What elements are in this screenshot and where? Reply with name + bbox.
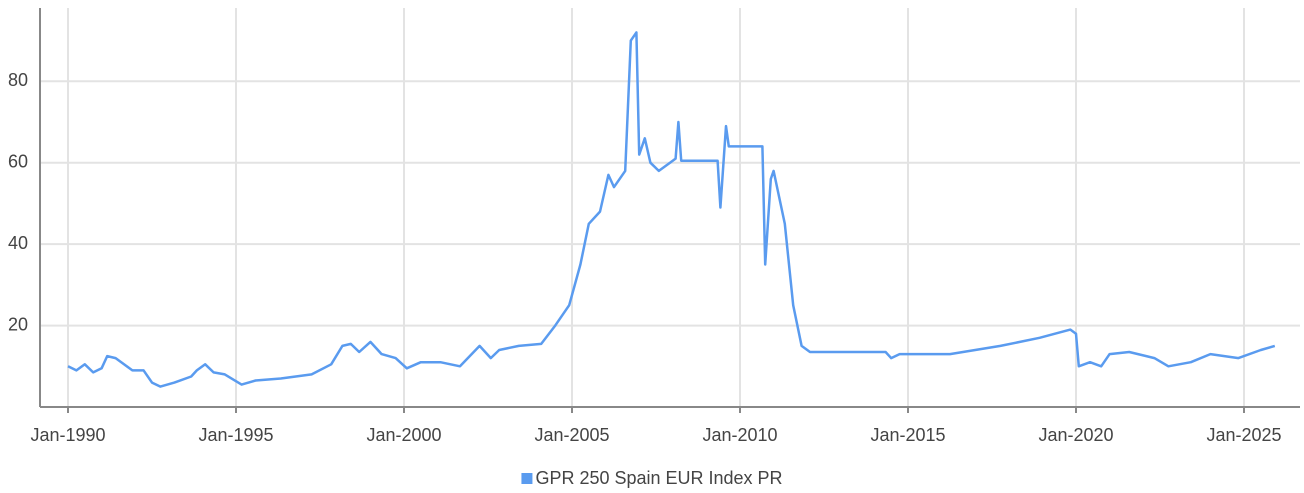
y-tick-label: 60 [8, 151, 28, 171]
legend-swatch [521, 473, 533, 484]
y-tick-label: 80 [8, 70, 28, 90]
x-tick-label: Jan-2025 [1206, 425, 1281, 445]
x-tick-label: Jan-2020 [1038, 425, 1113, 445]
x-tick-label: Jan-2005 [534, 425, 609, 445]
x-tick-label: Jan-1995 [198, 425, 273, 445]
x-tick-label: Jan-2015 [870, 425, 945, 445]
x-tick-label: Jan-1990 [30, 425, 105, 445]
y-tick-label: 20 [8, 314, 28, 334]
data-line [67, 31, 1276, 388]
legend-label: GPR 250 Spain EUR Index PR [535, 468, 782, 488]
y-tick-label: 40 [8, 233, 28, 253]
x-tick-label: Jan-2010 [702, 425, 777, 445]
x-tick-label: Jan-2000 [366, 425, 441, 445]
